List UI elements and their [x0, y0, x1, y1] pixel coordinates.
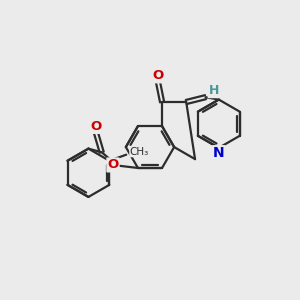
Text: O: O: [152, 69, 163, 82]
Text: H: H: [208, 84, 219, 97]
Text: O: O: [91, 120, 102, 133]
Text: N: N: [213, 146, 225, 160]
Text: CH₃: CH₃: [130, 147, 149, 157]
Text: O: O: [107, 158, 118, 172]
